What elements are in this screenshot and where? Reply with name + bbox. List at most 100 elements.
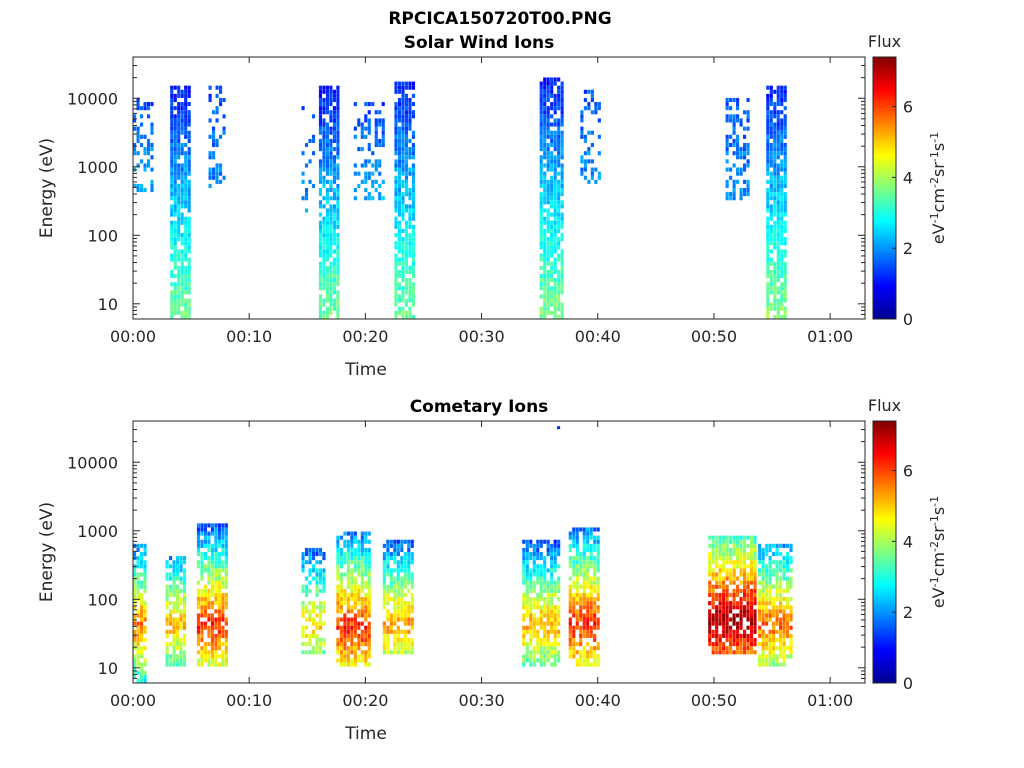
spectrogram-cell [768, 658, 772, 663]
spectrogram-cell [785, 617, 790, 622]
spectrogram-cell [783, 265, 787, 270]
spectrogram-cell [318, 572, 323, 577]
spectrogram-cell [543, 106, 547, 111]
spectrogram-cell [550, 572, 554, 577]
spectrogram-cell [766, 151, 770, 156]
spectrogram-cell [575, 642, 579, 647]
spectrogram-cell [404, 106, 409, 111]
spectrogram-cell [782, 654, 786, 659]
spectrogram-cell [539, 183, 543, 188]
spectrogram-cell [203, 527, 208, 532]
spectrogram-cell [773, 89, 777, 94]
colorbar-tick-label: 6 [903, 462, 913, 481]
spectrogram-cell [532, 572, 536, 577]
spectrogram-cell [769, 175, 773, 180]
spectrogram-cell [579, 625, 583, 630]
spectrogram-cell [780, 265, 784, 270]
x-tick-label: 00:00 [110, 691, 156, 710]
spectrogram-cell [769, 118, 773, 123]
spectrogram-cell [408, 204, 412, 209]
spectrogram-cell [404, 241, 409, 246]
spectrogram-cell [397, 167, 402, 172]
spectrogram-cell [769, 155, 773, 160]
spectrogram-cell [553, 237, 557, 242]
spectrogram-cell [173, 257, 177, 262]
spectrogram-cell [546, 543, 550, 548]
spectrogram-cell [401, 183, 405, 188]
spectrogram-cell [715, 543, 719, 548]
spectrogram-cell [408, 310, 412, 315]
spectrogram-cell [560, 233, 564, 238]
spectrogram-cell [761, 621, 765, 626]
spectrogram-cell [212, 130, 216, 135]
spectrogram-cell [560, 257, 564, 262]
spectrogram-cell [177, 134, 181, 139]
spectrogram-cell [221, 625, 225, 630]
spectrogram-cell [711, 552, 715, 557]
spectrogram-cell [208, 134, 212, 139]
spectrogram-cell [401, 179, 405, 184]
spectrogram-cell [389, 650, 393, 655]
spectrogram-cell [536, 543, 540, 548]
spectrogram-cell [560, 155, 564, 160]
spectrogram-cell [180, 261, 184, 266]
spectrogram-cell [325, 253, 330, 258]
spectrogram-cell [214, 658, 218, 663]
spectrogram-cell [410, 580, 414, 585]
spectrogram-cell [315, 621, 319, 626]
spectrogram-cell [180, 286, 184, 291]
spectrogram-cell [725, 588, 729, 593]
spectrogram-cell [382, 572, 386, 577]
spectrogram-cell [353, 547, 357, 552]
spectrogram-cell [217, 527, 221, 532]
spectrogram-cell [394, 261, 398, 266]
spectrogram-cell [165, 650, 169, 655]
spectrogram-cell [550, 241, 554, 246]
spectrogram-cell [170, 102, 174, 107]
spectrogram-cell [336, 253, 340, 258]
spectrogram-cell [393, 584, 397, 589]
spectrogram-cell [332, 224, 336, 229]
spectrogram-cell [732, 564, 736, 569]
spectrogram-cell [783, 106, 787, 111]
x-tick-label: 00:30 [459, 327, 505, 346]
spectrogram-cell [568, 605, 572, 610]
spectrogram-cell [766, 294, 770, 299]
spectrogram-cell [557, 564, 561, 569]
spectrogram-cell [150, 122, 154, 127]
spectrogram-cell [221, 650, 225, 655]
spectrogram-cell [187, 310, 191, 315]
spectrogram-cell [311, 556, 316, 561]
spectrogram-cell [779, 552, 783, 557]
spectrogram-cell [389, 572, 393, 577]
spectrogram-cell [411, 175, 415, 180]
spectrogram-cell [739, 642, 743, 647]
spectrogram-cell [346, 531, 350, 536]
spectrogram-cell [583, 167, 587, 172]
spectrogram-cell [725, 179, 729, 184]
spectrogram-cell [215, 118, 219, 123]
spectrogram-cell [170, 106, 174, 111]
spectrogram-cell [311, 605, 316, 610]
spectrogram-cell [404, 298, 409, 303]
spectrogram-cell [557, 224, 561, 229]
spectrogram-cell [217, 646, 221, 651]
spectrogram-cell [177, 151, 181, 156]
spectrogram-cell [311, 151, 316, 156]
spectrogram-cell [332, 216, 336, 221]
spectrogram-cell [396, 564, 400, 569]
spectrogram-cell [133, 572, 137, 577]
spectrogram-cell [394, 196, 398, 201]
spectrogram-cell [522, 633, 526, 638]
spectrogram-cell [589, 629, 593, 634]
spectrogram-cell [301, 552, 305, 557]
spectrogram-cell [729, 572, 733, 577]
spectrogram-cell [765, 633, 769, 638]
spectrogram-cell [336, 163, 340, 168]
spectrogram-cell [589, 531, 593, 536]
spectrogram-cell [575, 547, 579, 552]
spectrogram-cell [207, 605, 211, 610]
spectrogram-cell [318, 286, 323, 291]
spectrogram-cell [139, 617, 144, 622]
spectrogram-cell [543, 539, 547, 544]
